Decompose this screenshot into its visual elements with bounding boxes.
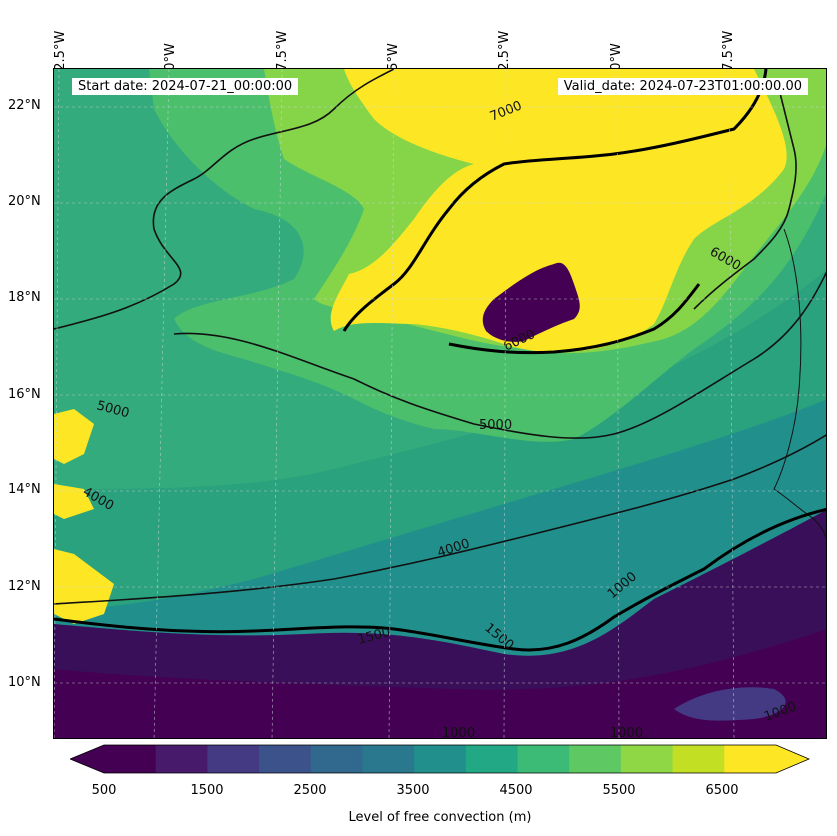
filled-contour-map: 7000 6000 6000 5000 5000 4000 4000 1000 … <box>54 69 826 739</box>
field-yellow-west-1 <box>54 409 94 464</box>
colorbar-tick-2500: 2500 <box>293 783 327 798</box>
field-yellow-north <box>330 69 787 353</box>
valid-date-label: Valid_date: 2024-07-23T01:00:00.00 <box>557 78 808 95</box>
field-purple-south-dark <box>54 629 826 738</box>
colorbar-segment <box>672 745 725 773</box>
colorbar-segment <box>620 745 674 773</box>
colorbar-segment <box>155 745 208 773</box>
contour-lines-bold <box>54 69 826 652</box>
lat-label-12n: 12°N <box>8 579 41 594</box>
field-yellow-west-3 <box>54 549 114 624</box>
colorbar-segment <box>569 745 622 773</box>
colorbar-segment <box>465 745 519 773</box>
contour-6000-ring <box>693 88 797 310</box>
colorbar-segment <box>104 745 157 773</box>
field-yellow-west-2 <box>54 484 94 519</box>
lat-label-16n: 16°N <box>8 387 41 402</box>
colorbar-segment <box>259 745 312 773</box>
contour-1000 <box>54 507 826 652</box>
colorbar-extend-low <box>70 745 104 773</box>
colorbar-tick-3500: 3500 <box>396 783 430 798</box>
colorbar-segments <box>70 745 809 773</box>
colorbar-extend-high <box>776 745 809 773</box>
colorbar <box>70 744 810 774</box>
colorbar-tick-6500: 6500 <box>705 783 739 798</box>
lat-label-20n: 20°N <box>8 194 41 209</box>
contour-label-1000-southeast: 1000 <box>610 726 643 739</box>
map-panel[interactable]: 7000 6000 6000 5000 5000 4000 4000 1000 … <box>53 68 827 739</box>
contour-7000 <box>342 69 768 332</box>
graticule <box>54 69 826 738</box>
contour-4000 <box>54 434 826 605</box>
lat-label-14n: 14°N <box>8 482 41 497</box>
colorbar-segment <box>517 745 570 773</box>
colorbar-tick-500: 500 <box>91 783 117 798</box>
lat-label-10n: 10°N <box>8 675 41 690</box>
colorbar-segment <box>310 745 363 773</box>
colorbar-outline <box>70 744 810 774</box>
start-date-label: Start date: 2024-07-21_00:00:00 <box>72 78 299 95</box>
field-purple-blob-se <box>674 687 786 721</box>
colorbar-label: Level of free convection (m) <box>348 810 532 825</box>
contour-coastline <box>773 228 826 539</box>
contour-5000-south <box>173 271 826 439</box>
lat-label-18n: 18°N <box>8 290 41 305</box>
colorbar-segment <box>414 745 467 773</box>
contour-label-5000-central: 5000 <box>479 418 512 433</box>
field-purple-hole <box>482 262 580 342</box>
colorbar-tick-4500: 4500 <box>499 783 533 798</box>
contour-lines <box>54 69 826 605</box>
colorbar-tick-5500: 5500 <box>602 783 636 798</box>
colorbar-segment <box>362 745 415 773</box>
colorbar-tick-1500: 1500 <box>190 783 224 798</box>
contour-7000-south <box>448 283 701 355</box>
contour-5000 <box>54 69 395 330</box>
lat-label-22n: 22°N <box>8 98 41 113</box>
colorbar-segment <box>207 745 260 773</box>
contour-label-1000-south: 1000 <box>442 726 475 739</box>
colorbar-segment <box>724 745 777 773</box>
